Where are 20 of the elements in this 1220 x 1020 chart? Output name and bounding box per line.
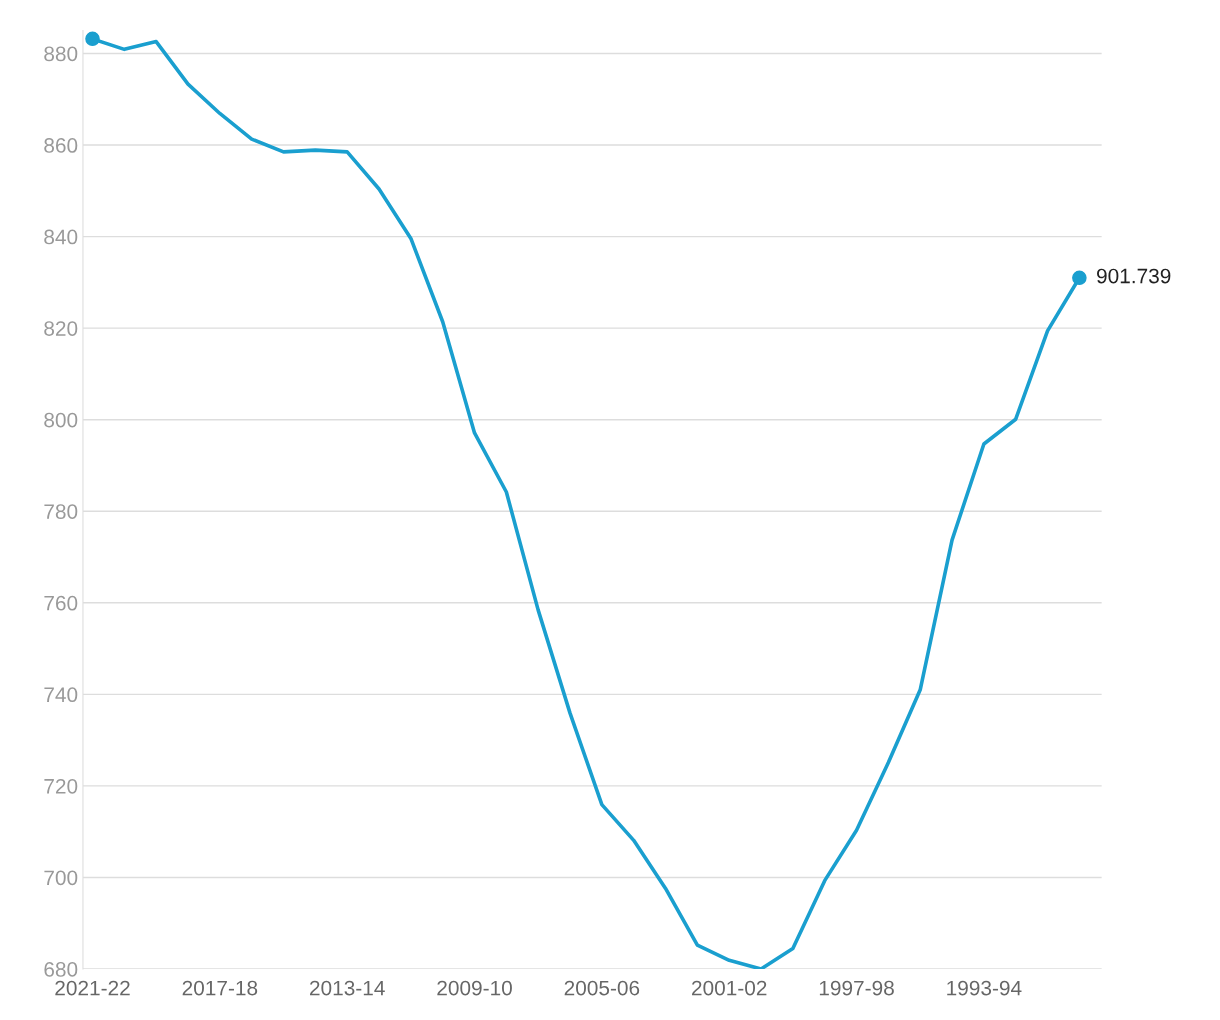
y-tick-label: 780 [44, 504, 78, 519]
y-tick-label: 680 [44, 962, 78, 977]
y-tick-label: 720 [44, 778, 78, 794]
x-tick-label: 1997-98 [819, 980, 894, 996]
annotation: 901.739 [1097, 268, 1171, 284]
y-tick-label: 840 [44, 229, 78, 245]
y-tick-label: 820 [44, 321, 78, 336]
x-tick-label: 1993-94 [947, 980, 1022, 996]
x-tick-label: 2001-02 [692, 980, 767, 996]
y-tick-label: 860 [44, 138, 78, 153]
x-tick-label: 2021-22 [55, 980, 130, 996]
y-tick-label: 740 [44, 687, 78, 703]
y-tick-label: 880 [44, 46, 78, 62]
x-tick-label: 2005-06 [564, 980, 640, 996]
x-tick-label: 2013-14 [310, 980, 385, 996]
y-tick-label: 760 [44, 595, 78, 611]
y-tick-label: 700 [44, 870, 78, 886]
x-tick-label: 2017-18 [182, 980, 258, 996]
x-tick-label: 2009-10 [437, 980, 512, 996]
y-tick-label: 800 [44, 412, 78, 428]
